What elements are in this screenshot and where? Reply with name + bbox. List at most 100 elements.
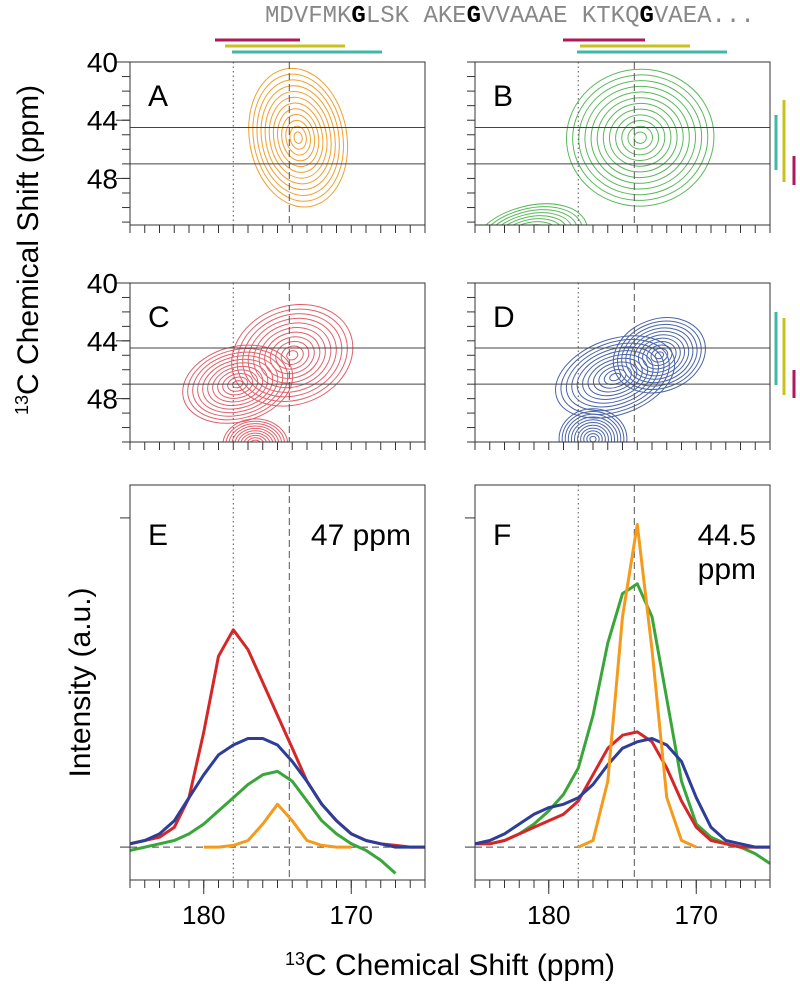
contour-level <box>187 348 289 421</box>
contour-level <box>567 416 619 442</box>
contour-level <box>231 303 354 407</box>
contour-level <box>246 437 265 442</box>
contour-level <box>627 125 653 150</box>
contour-level <box>580 427 606 442</box>
panel-label: D <box>493 301 515 334</box>
contour-level <box>280 345 304 366</box>
contour-level <box>272 102 324 173</box>
plot-area <box>130 62 425 225</box>
frame <box>129 61 426 226</box>
contour-level <box>225 420 286 442</box>
plot-area <box>130 485 425 880</box>
contour-level <box>576 350 654 404</box>
panel: 40 44 48 A <box>87 47 426 233</box>
seq-part: VAEA... <box>654 3 755 30</box>
contour-level <box>654 351 665 360</box>
contour-level <box>633 131 647 144</box>
contour-level <box>293 131 303 144</box>
panel: 40 44 48 C <box>87 268 426 450</box>
contour-level <box>574 422 612 442</box>
annotation: 44.5 <box>698 519 756 552</box>
contour-level <box>642 341 677 370</box>
spectrum-line <box>475 730 770 849</box>
contour-level <box>256 79 340 196</box>
contour-level <box>490 215 569 225</box>
contour-level <box>584 85 696 190</box>
contour-level <box>285 119 312 156</box>
x-tick-label: 180 <box>182 900 225 930</box>
contour-level <box>598 365 632 389</box>
contour-level <box>222 418 289 442</box>
contour-level <box>560 339 670 415</box>
y-tick-label: 48 <box>87 384 118 415</box>
panel-label: C <box>148 301 170 334</box>
contour-level <box>570 419 616 442</box>
contour-level <box>612 317 706 394</box>
contour-level <box>227 376 249 392</box>
contour-level <box>561 411 625 442</box>
x-tick-label: 170 <box>330 900 373 930</box>
spectrum-line <box>130 769 397 875</box>
x-axis-title: 13C Chemical Shift (ppm) <box>285 949 615 982</box>
superscript: 13 <box>285 949 305 969</box>
contour-level <box>217 369 259 399</box>
contour-level <box>231 425 280 442</box>
contour-level <box>646 344 673 367</box>
annotation: 47 ppm <box>311 519 411 552</box>
segment-bars <box>215 38 796 398</box>
y-axis-title: Intensity (a.u.) <box>64 587 97 777</box>
contour-level <box>596 97 684 179</box>
contour-level <box>555 335 676 419</box>
annotation: ppm <box>698 553 756 586</box>
contour-level <box>243 434 268 442</box>
contour-level <box>264 331 321 379</box>
contour-level <box>228 423 283 442</box>
contour-level <box>258 327 326 384</box>
plot-area <box>130 283 425 442</box>
contour-level <box>286 350 299 361</box>
contour-level <box>481 209 579 225</box>
spectrum-line <box>203 802 352 849</box>
axis-title-text: C Chemical Shift (ppm) <box>305 949 615 982</box>
contour-level <box>476 206 583 225</box>
seq-part: G <box>467 3 481 30</box>
contour-level <box>519 232 541 248</box>
y-tick-label: 44 <box>87 326 118 357</box>
contour-level <box>197 355 279 414</box>
panel-label: B <box>493 80 513 113</box>
seq-part: LSK AKE <box>366 3 467 30</box>
contour-level <box>237 430 274 442</box>
spectrum-line <box>475 737 770 849</box>
frame <box>474 282 771 443</box>
spectrum-line <box>130 628 425 849</box>
contour-level <box>629 330 690 380</box>
contour-level <box>234 427 277 442</box>
contour-level <box>222 373 254 396</box>
contour-level <box>577 424 609 442</box>
y-tick-label: 40 <box>87 47 118 78</box>
contour-level <box>289 125 307 150</box>
contour-level <box>277 108 320 168</box>
contour-level <box>240 432 271 442</box>
panel-label: A <box>148 80 168 113</box>
contour-level <box>252 73 344 202</box>
seq-part: VVAAAE KTKQ <box>481 3 639 30</box>
axis-title-text: C Chemical Shift (ppm) <box>12 85 45 395</box>
contour-level <box>608 108 672 167</box>
panel: D <box>467 282 771 450</box>
contour-level <box>590 91 690 184</box>
contour-level <box>587 357 643 397</box>
x-tick-label: 180 <box>527 900 570 930</box>
contour-level <box>625 327 694 384</box>
contour-level <box>247 317 337 393</box>
panel: B <box>467 61 771 248</box>
panel-label: E <box>148 519 168 552</box>
contour-level <box>495 218 564 225</box>
spectrum-line <box>577 523 697 849</box>
contour-level <box>248 67 349 208</box>
contour-level <box>485 212 574 225</box>
panel-label: F <box>493 519 511 552</box>
superscript: 13 <box>12 395 32 415</box>
